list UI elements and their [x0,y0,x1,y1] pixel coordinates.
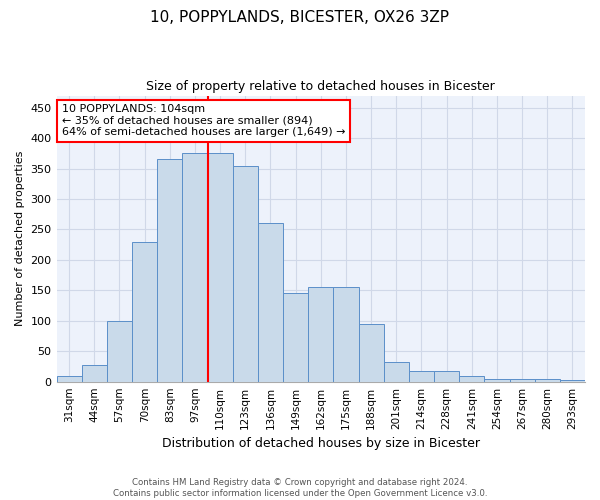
Bar [434,370,459,382]
Text: 10 POPPYLANDS: 104sqm
← 35% of detached houses are smaller (894)
64% of semi-det: 10 POPPYLANDS: 104sqm ← 35% of detached … [62,104,346,138]
Bar [258,224,283,382]
Bar [56,376,82,382]
Bar [509,379,535,382]
Bar [308,288,334,382]
Text: 10, POPPYLANDS, BICESTER, OX26 3ZP: 10, POPPYLANDS, BICESTER, OX26 3ZP [151,10,449,25]
Bar [233,166,258,382]
Bar [459,376,484,382]
Bar [283,294,308,382]
Bar [560,380,585,382]
Bar [157,160,182,382]
Bar [409,370,434,382]
Text: Contains HM Land Registry data © Crown copyright and database right 2024.
Contai: Contains HM Land Registry data © Crown c… [113,478,487,498]
Bar [334,288,359,382]
Bar [182,154,208,382]
Bar [132,242,157,382]
Bar [107,321,132,382]
Bar [535,379,560,382]
Bar [359,324,383,382]
Bar [484,378,509,382]
Bar [208,154,233,382]
Y-axis label: Number of detached properties: Number of detached properties [15,151,25,326]
Bar [82,365,107,382]
Title: Size of property relative to detached houses in Bicester: Size of property relative to detached ho… [146,80,495,93]
Bar [383,362,409,382]
X-axis label: Distribution of detached houses by size in Bicester: Distribution of detached houses by size … [162,437,480,450]
